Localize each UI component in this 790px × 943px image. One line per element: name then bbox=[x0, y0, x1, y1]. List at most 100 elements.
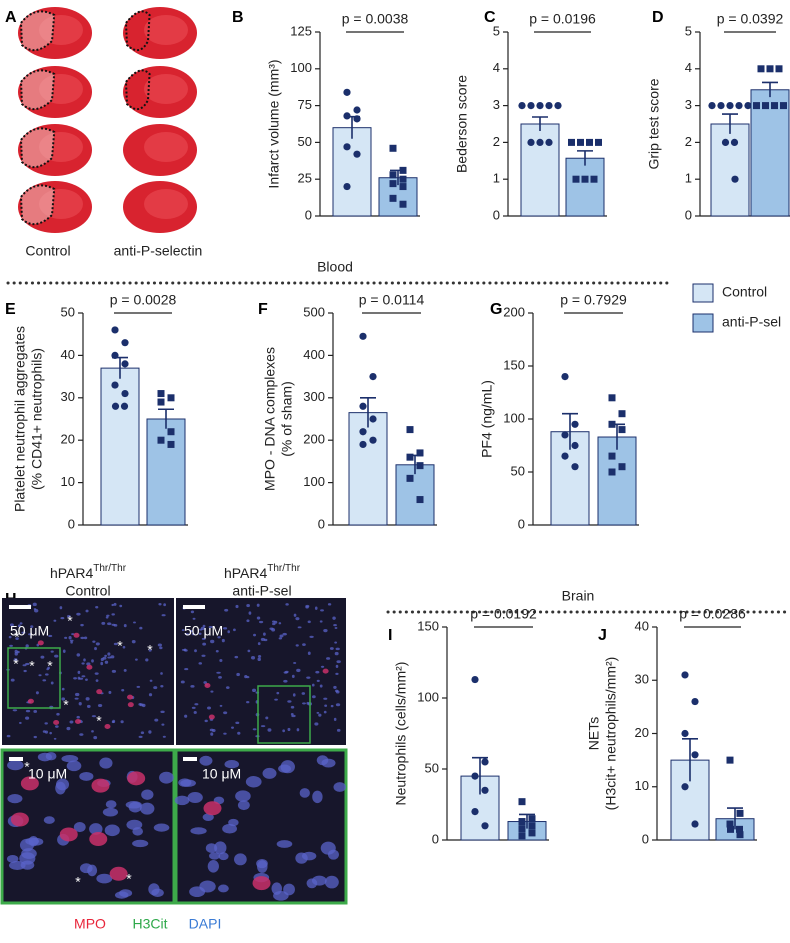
nucleus bbox=[76, 715, 80, 719]
nucleus bbox=[202, 642, 207, 646]
nucleus bbox=[218, 675, 222, 679]
nucleus bbox=[225, 686, 230, 689]
p-value: p = 0.0038 bbox=[342, 11, 409, 27]
nucleus bbox=[73, 677, 78, 680]
mpo-signal bbox=[104, 724, 111, 730]
nucleus bbox=[227, 630, 230, 634]
nucleus bbox=[235, 721, 240, 725]
data-point bbox=[481, 786, 489, 794]
error-bar bbox=[722, 113, 738, 134]
nucleus bbox=[234, 853, 247, 866]
nucleus bbox=[128, 801, 142, 813]
asterisk: * bbox=[147, 642, 153, 658]
nucleus bbox=[123, 668, 127, 672]
scale-label: 50 μM bbox=[184, 623, 223, 639]
data-point bbox=[369, 436, 377, 444]
error-bar bbox=[727, 807, 743, 830]
nucleus bbox=[18, 721, 22, 724]
brain-highlight bbox=[144, 132, 188, 162]
y-tick-label: 5 bbox=[685, 23, 692, 38]
nucleus bbox=[278, 622, 282, 625]
y-tick-label: 1 bbox=[685, 171, 692, 186]
asterisk: * bbox=[63, 697, 69, 713]
infarct-outline bbox=[19, 69, 56, 111]
nucleus bbox=[113, 642, 118, 646]
nucleus bbox=[25, 716, 30, 720]
nucleus bbox=[160, 685, 164, 688]
nucleus bbox=[287, 700, 292, 703]
nucleus bbox=[265, 716, 269, 720]
nucleus bbox=[234, 655, 239, 659]
nucleus bbox=[276, 840, 293, 848]
y-tick-label: 30 bbox=[635, 672, 649, 687]
mpo-signal bbox=[37, 640, 44, 646]
data-point bbox=[536, 102, 544, 110]
nucleus bbox=[217, 636, 221, 639]
nucleus bbox=[59, 606, 63, 610]
nucleus bbox=[154, 718, 159, 722]
y-axis-label: Grip test score bbox=[646, 78, 662, 169]
nucleus bbox=[267, 728, 272, 732]
data-point bbox=[471, 808, 479, 816]
nucleus bbox=[148, 883, 160, 896]
error-bar bbox=[577, 150, 593, 166]
error-bar bbox=[682, 738, 698, 782]
y-tick-label: 3 bbox=[685, 97, 692, 112]
nucleus bbox=[278, 637, 283, 640]
nucleus bbox=[312, 790, 323, 804]
data-point bbox=[568, 138, 575, 146]
brain-slice bbox=[123, 7, 197, 59]
nucleus bbox=[199, 755, 213, 766]
data-point bbox=[518, 818, 526, 826]
scale-bar bbox=[9, 605, 31, 609]
nucleus bbox=[333, 685, 337, 689]
nucleus bbox=[257, 654, 262, 658]
mpo-signal bbox=[208, 714, 215, 720]
nucleus bbox=[235, 604, 239, 609]
data-point bbox=[730, 138, 739, 146]
nucleus bbox=[78, 702, 82, 706]
data-point bbox=[731, 175, 739, 183]
nucleus bbox=[273, 890, 289, 901]
nucleus bbox=[284, 670, 289, 674]
nucleus bbox=[10, 678, 15, 682]
nucleus bbox=[219, 704, 223, 707]
data-point bbox=[736, 809, 744, 817]
mpo-signal bbox=[20, 776, 39, 791]
data-point bbox=[528, 822, 536, 830]
asterisk: * bbox=[14, 629, 20, 645]
nucleus bbox=[180, 680, 185, 684]
nucleus bbox=[22, 664, 27, 667]
nucleus bbox=[293, 661, 297, 664]
nucleus bbox=[28, 633, 32, 636]
mpo-signal bbox=[91, 778, 110, 793]
nucleus bbox=[190, 610, 195, 614]
data-point bbox=[406, 453, 414, 461]
data-point bbox=[571, 463, 579, 471]
nucleus bbox=[215, 650, 219, 653]
nucleus bbox=[102, 656, 107, 660]
nucleus bbox=[85, 609, 89, 613]
asterisk: * bbox=[47, 658, 53, 674]
nucleus bbox=[334, 641, 338, 644]
nucleus bbox=[94, 647, 97, 651]
data-point bbox=[120, 402, 129, 410]
nucleus bbox=[202, 624, 206, 628]
nucleus bbox=[316, 711, 320, 714]
nucleus bbox=[83, 636, 88, 640]
y-tick-label: 10 bbox=[635, 778, 649, 793]
y-tick-label: 100 bbox=[290, 60, 312, 75]
y-tick-label: 25 bbox=[298, 171, 312, 186]
data-point bbox=[753, 102, 760, 110]
nucleus bbox=[256, 603, 260, 607]
y-axis-label: (H3cit+ neutrophils/mm²) bbox=[603, 657, 619, 811]
nucleus bbox=[132, 839, 149, 848]
asterisk: * bbox=[75, 874, 81, 890]
nucleus bbox=[319, 684, 323, 688]
brain-slice bbox=[18, 124, 92, 176]
y-tick-label: 150 bbox=[503, 357, 525, 372]
nucleus bbox=[119, 889, 133, 897]
nucleus bbox=[40, 655, 45, 659]
mpo-signal bbox=[59, 827, 78, 842]
